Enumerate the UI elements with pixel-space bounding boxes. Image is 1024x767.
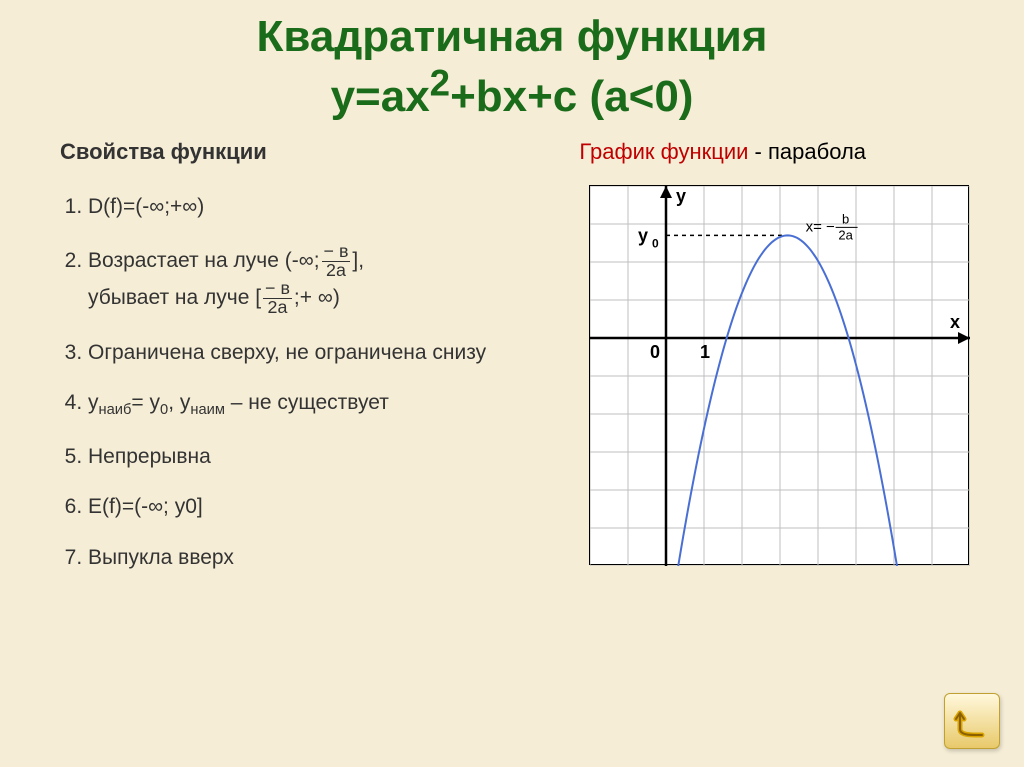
property-5: Непрерывна [88,443,529,471]
svg-text:x= −: x= − [806,218,835,235]
property-7: Выпукла вверх [88,544,529,572]
graph-heading: График функции - парабола [579,139,984,165]
svg-text:y: y [638,225,648,245]
fraction-2: − в2a [263,280,292,317]
properties-list: D(f)=(-∞;+∞) Возрастает на луче (-∞;− в2… [60,193,529,572]
svg-text:0: 0 [652,236,659,250]
svg-text:b: b [842,211,849,226]
title-line1: Квадратичная функция [257,12,768,61]
parabola-chart: yy0x01x= −b2a [589,185,969,565]
return-button[interactable] [944,693,1000,749]
property-2: Возрастает на луче (-∞;− в2a], убывает н… [88,243,529,316]
page-title: Квадратичная функция y=ax2+bx+c (a<0) [0,0,1024,129]
svg-text:y: y [676,186,686,206]
svg-text:2a: 2a [839,227,854,242]
property-6: E(f)=(-∞; y0] [88,493,529,521]
property-3: Ограничена сверху, не ограничена снизу [88,339,529,367]
graph-panel: График функции - парабола yy0x01x= −b2a [559,139,984,594]
property-4: yнаиб= y0, yнаим – не существует [88,389,529,421]
return-arrow-icon [952,701,992,741]
svg-text:1: 1 [700,342,710,362]
svg-text:0: 0 [650,342,660,362]
property-1: D(f)=(-∞;+∞) [88,193,529,221]
properties-panel: Свойства функции D(f)=(-∞;+∞) Возрастает… [60,139,529,594]
properties-heading: Свойства функции [60,139,529,165]
svg-text:x: x [950,312,960,332]
chart-svg: yy0x01x= −b2a [590,186,970,566]
fraction-1: − в2a [322,243,351,280]
content-area: Свойства функции D(f)=(-∞;+∞) Возрастает… [0,129,1024,594]
title-line2: y=ax2+bx+c (a<0) [331,72,694,121]
